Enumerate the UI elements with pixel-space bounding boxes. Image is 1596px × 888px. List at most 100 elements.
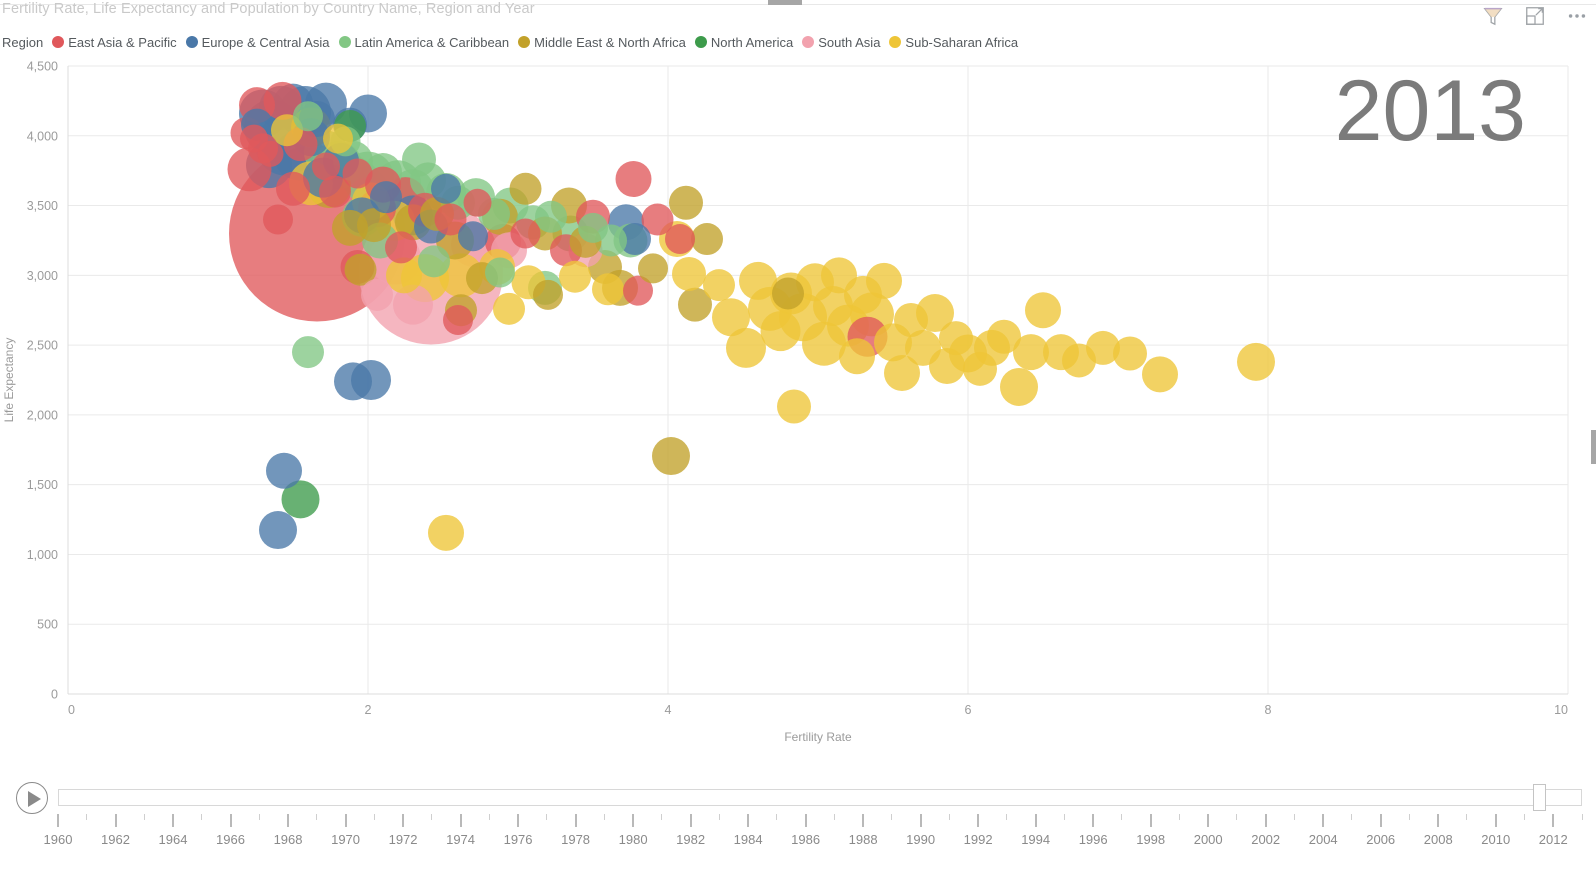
bubble-east-asia-pacific[interactable] <box>510 218 541 249</box>
bubble-sub-saharan-africa[interactable] <box>712 298 750 337</box>
bubble-middle-east-north-africa[interactable] <box>509 172 542 205</box>
bubble-sub-saharan-africa[interactable] <box>428 514 464 551</box>
bubble-sub-saharan-africa[interactable] <box>839 338 875 375</box>
timeline-year-label[interactable]: 1966 <box>216 832 245 847</box>
bubble-sub-saharan-africa[interactable] <box>672 256 706 291</box>
timeline-year-label[interactable]: 1972 <box>388 832 418 847</box>
bubble-sub-saharan-africa[interactable] <box>726 327 766 368</box>
bubble-sub-saharan-africa[interactable] <box>1000 367 1038 406</box>
legend-item-europe-central-asia[interactable]: Europe & Central Asia <box>185 35 330 50</box>
bubble-middle-east-north-africa[interactable] <box>669 185 703 220</box>
bubble-sub-saharan-africa[interactable] <box>592 273 624 306</box>
more-options-icon[interactable] <box>1566 5 1588 27</box>
bubble-latin-america-caribbean[interactable] <box>418 245 450 278</box>
bubble-europe-central-asia[interactable] <box>334 362 372 401</box>
bubble-east-asia-pacific[interactable] <box>276 171 310 206</box>
timeline-year-label[interactable]: 1968 <box>273 832 303 847</box>
bubble-sub-saharan-africa[interactable] <box>1142 356 1178 393</box>
bubble-east-asia-pacific[interactable] <box>623 275 653 306</box>
timeline-year-label[interactable]: 1970 <box>331 832 361 847</box>
bubble-east-asia-pacific[interactable] <box>443 304 473 335</box>
bubble-east-asia-pacific[interactable] <box>615 161 652 198</box>
bubble-middle-east-north-africa[interactable] <box>533 279 563 310</box>
bubble-latin-america-caribbean[interactable] <box>292 336 324 369</box>
bubble-sub-saharan-africa[interactable] <box>559 260 591 293</box>
timeline-year-label[interactable]: 1996 <box>1078 832 1108 847</box>
play-button[interactable] <box>16 782 48 814</box>
timeline-track[interactable] <box>58 789 1582 806</box>
timeline-year-label[interactable]: 2004 <box>1308 832 1338 847</box>
bubble-sub-saharan-africa[interactable] <box>323 123 353 154</box>
timeline-handle[interactable] <box>1533 784 1546 811</box>
bubble-sub-saharan-africa[interactable] <box>987 319 1021 354</box>
bubble-sub-saharan-africa[interactable] <box>1025 292 1061 329</box>
timeline-year-label[interactable]: 2012 <box>1538 832 1568 847</box>
bubble-sub-saharan-africa[interactable] <box>777 389 811 424</box>
bubble-chart-svg[interactable]: 2013 0 500 1,000 1,500 2,000 2,500 3,000 3,500 4,… <box>0 56 1596 756</box>
timeline-year-label[interactable]: 1994 <box>1021 832 1051 847</box>
bubble-middle-east-north-africa[interactable] <box>772 277 804 310</box>
bubble-europe-central-asia[interactable] <box>266 452 302 489</box>
bubble-latin-america-caribbean[interactable] <box>485 257 515 288</box>
legend-item-north-america[interactable]: North America <box>694 35 793 50</box>
year-timeline-slider[interactable]: 1960 1962 1964 1966 1968 1970 1972 1974 1976 1978… <box>0 778 1596 888</box>
legend-item-south-asia[interactable]: South Asia <box>802 35 880 50</box>
timeline-year-label[interactable]: 2010 <box>1481 832 1511 847</box>
filter-icon[interactable] <box>1482 5 1504 27</box>
timeline-year-label[interactable]: 1986 <box>791 832 821 847</box>
bubble-latin-america-caribbean[interactable] <box>535 200 567 233</box>
timeline-year-label[interactable]: 1962 <box>101 832 130 847</box>
legend-item-east-asia-pacific[interactable]: East Asia & Pacific <box>52 35 177 50</box>
bubble-east-asia-pacific[interactable] <box>434 203 467 236</box>
timeline-year-label[interactable]: 1990 <box>906 832 936 847</box>
legend-item-sub-saharan-africa[interactable]: Sub-Saharan Africa <box>889 35 1018 50</box>
bubble-sub-saharan-africa[interactable] <box>884 355 920 392</box>
bubble-latin-america-caribbean[interactable] <box>293 101 323 132</box>
bubble-sub-saharan-africa[interactable] <box>760 311 801 352</box>
horizontal-scrollbar-thumb[interactable] <box>768 0 802 5</box>
bubble-latin-america-caribbean[interactable] <box>578 212 608 243</box>
bubble-sub-saharan-africa[interactable] <box>703 269 735 302</box>
bubble-sub-saharan-africa[interactable] <box>386 257 422 294</box>
timeline-year-label[interactable]: 2006 <box>1366 832 1396 847</box>
timeline-year-label[interactable]: 1964 <box>158 832 188 847</box>
legend-item-latin-america-caribbean[interactable]: Latin America & Caribbean <box>338 35 509 50</box>
bubble-sub-saharan-africa[interactable] <box>1013 334 1049 371</box>
timeline-year-label[interactable]: 1998 <box>1136 832 1166 847</box>
bubble-sub-saharan-africa[interactable] <box>1086 330 1120 365</box>
bubble-east-asia-pacific[interactable] <box>385 231 417 264</box>
bubble-east-asia-pacific[interactable] <box>263 204 293 235</box>
bubble-middle-east-north-africa[interactable] <box>344 253 377 286</box>
focus-mode-icon[interactable] <box>1524 5 1546 27</box>
bubble-east-asia-pacific[interactable] <box>312 152 340 181</box>
bubble-sub-saharan-africa[interactable] <box>939 321 973 356</box>
bubble-sub-saharan-africa[interactable] <box>821 257 857 294</box>
legend-item-middle-east-north-africa[interactable]: Middle East & North Africa <box>518 35 686 50</box>
bubble-east-asia-pacific[interactable] <box>665 224 695 255</box>
bubble-sub-saharan-africa[interactable] <box>929 348 965 385</box>
bubble-europe-central-asia[interactable] <box>431 173 461 204</box>
timeline-year-label[interactable]: 1982 <box>676 832 706 847</box>
bubble-europe-central-asia[interactable] <box>619 223 651 256</box>
bubble-layer[interactable] <box>227 81 1276 551</box>
timeline-year-label[interactable]: 2000 <box>1193 832 1223 847</box>
bubble-sub-saharan-africa[interactable] <box>1237 342 1275 381</box>
timeline-year-label[interactable]: 1960 <box>43 832 73 847</box>
bubble-middle-east-north-africa[interactable] <box>678 287 712 322</box>
timeline-year-label[interactable]: 2008 <box>1423 832 1453 847</box>
timeline-year-label[interactable]: 1976 <box>503 832 533 847</box>
scatter-plot-area[interactable]: 2013 0 500 1,000 1,500 2,000 2,500 3,000 3,500 4,… <box>0 56 1596 756</box>
bubble-east-asia-pacific[interactable] <box>319 175 351 208</box>
bubble-middle-east-north-africa[interactable] <box>652 437 690 476</box>
bubble-sub-saharan-africa[interactable] <box>866 262 902 299</box>
timeline-year-label[interactable]: 2002 <box>1251 832 1281 847</box>
bubble-north-america[interactable] <box>281 480 320 519</box>
vertical-scrollbar-thumb[interactable] <box>1591 430 1596 464</box>
bubble-sub-saharan-africa[interactable] <box>739 261 777 300</box>
timeline-year-label[interactable]: 1974 <box>446 832 476 847</box>
bubble-middle-east-north-africa[interactable] <box>357 208 391 243</box>
bubble-middle-east-north-africa[interactable] <box>638 253 668 284</box>
bubble-latin-america-caribbean[interactable] <box>402 142 436 177</box>
bubble-middle-east-north-africa[interactable] <box>691 223 723 256</box>
bubble-south-asia[interactable] <box>361 278 393 311</box>
